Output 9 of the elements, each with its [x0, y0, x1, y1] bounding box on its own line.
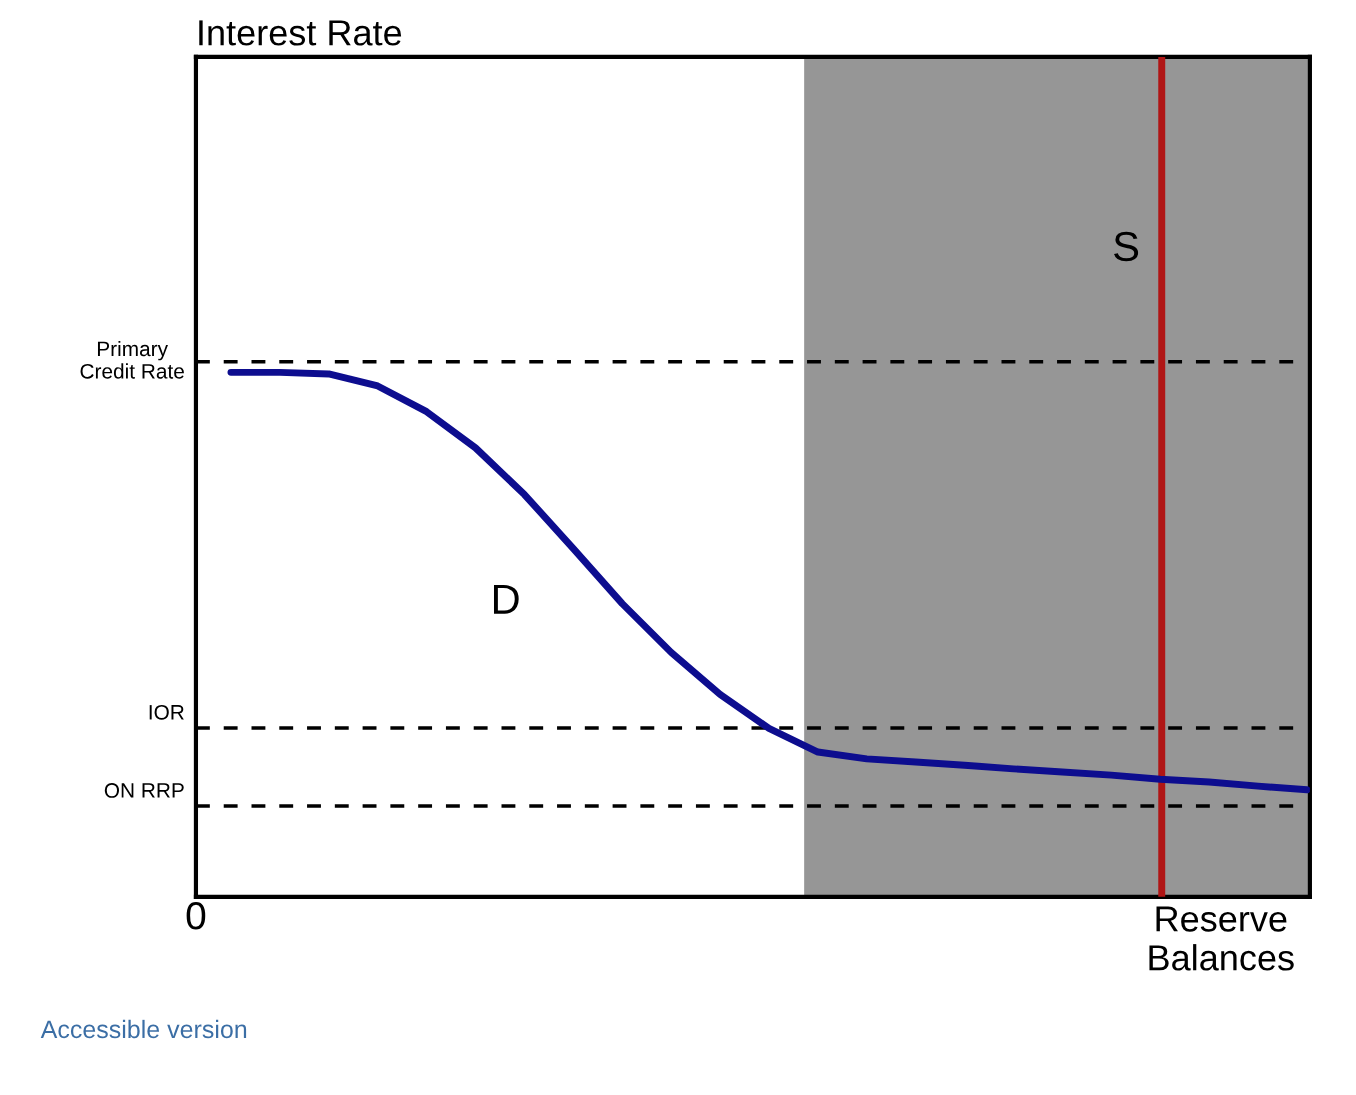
- ref-line-label: IOR: [149, 704, 184, 720]
- text: Interest Rate: [199, 20, 402, 46]
- text: S: [1114, 231, 1139, 262]
- text: 0: [186, 902, 206, 930]
- x-axis-title: Reserve Balances: [1149, 906, 1294, 971]
- ref-line-label: Primary Credit Rate: [80, 340, 184, 379]
- text: Accessible version: [40, 1019, 247, 1039]
- ref-line-label: ON RRP: [104, 783, 184, 798]
- annotation: D: [493, 584, 519, 614]
